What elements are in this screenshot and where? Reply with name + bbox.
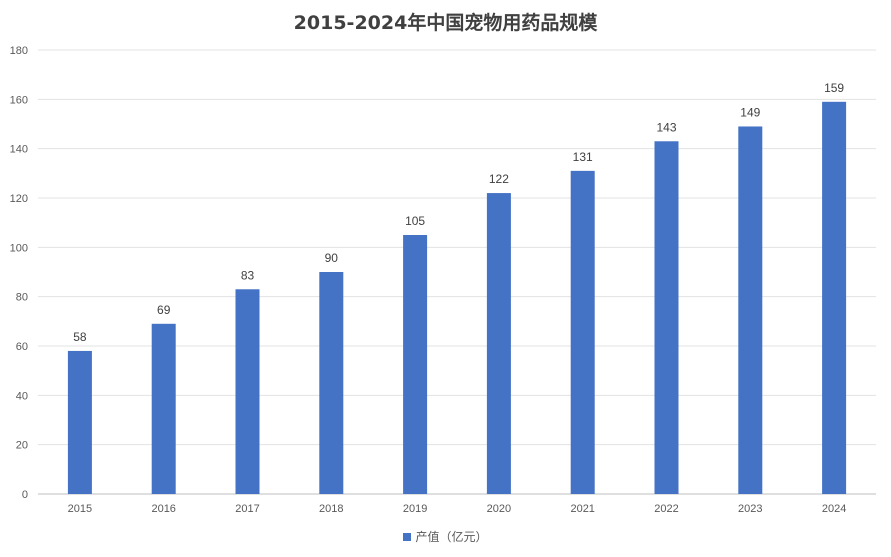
data-label: 58	[73, 330, 87, 344]
y-tick-label: 120	[10, 193, 28, 205]
legend: 产值（亿元）	[0, 528, 891, 545]
chart-title: 2015-2024年中国宠物用药品规模	[293, 12, 598, 34]
y-tick-label: 140	[10, 144, 28, 156]
data-label: 90	[325, 251, 339, 265]
x-tick-label: 2022	[654, 503, 678, 515]
y-tick-label: 100	[10, 242, 28, 254]
bar	[403, 235, 428, 494]
x-tick-label: 2024	[822, 503, 846, 515]
data-label: 131	[573, 150, 593, 164]
y-tick-label: 40	[16, 390, 28, 402]
data-label: 149	[740, 105, 760, 119]
bar	[822, 101, 847, 495]
data-label: 143	[656, 120, 676, 134]
x-tick-label: 2018	[319, 503, 343, 515]
y-tick-label: 60	[16, 341, 28, 353]
legend-swatch	[403, 532, 412, 541]
x-tick-label: 2015	[68, 503, 92, 515]
bar	[654, 141, 679, 494]
bar	[486, 193, 511, 495]
data-label: 83	[241, 268, 255, 282]
y-tick-label: 20	[16, 440, 28, 452]
bar	[151, 323, 176, 494]
legend-label: 产值（亿元）	[415, 530, 488, 544]
bar	[319, 272, 344, 494]
x-tick-label: 2021	[570, 503, 594, 515]
data-label: 159	[824, 81, 844, 95]
y-tick-label: 160	[10, 94, 28, 106]
data-labels: 58 69 83 90 105 122 131 143 149 159	[73, 81, 844, 344]
y-tick-label: 0	[22, 489, 28, 501]
y-axis-ticks: 0 20 40 60 80 100 120 140 160 180	[10, 45, 28, 501]
y-tick-label: 180	[10, 45, 28, 57]
bar	[738, 126, 763, 494]
y-tick-label: 80	[16, 292, 28, 304]
gridlines	[38, 49, 876, 495]
data-label: 69	[157, 303, 171, 317]
data-label: 122	[489, 172, 509, 186]
bar	[235, 289, 260, 494]
data-label: 105	[405, 214, 425, 228]
x-tick-label: 2016	[151, 503, 175, 515]
x-tick-label: 2019	[403, 503, 427, 515]
x-axis-ticks: 2015 2016 2017 2018 2019 2020 2021 2022 2023 2024	[68, 503, 847, 515]
x-tick-label: 2017	[235, 503, 259, 515]
bars	[67, 101, 847, 495]
x-tick-label: 2020	[487, 503, 511, 515]
bar	[67, 350, 92, 494]
x-tick-label: 2023	[738, 503, 762, 515]
bar	[570, 170, 595, 494]
